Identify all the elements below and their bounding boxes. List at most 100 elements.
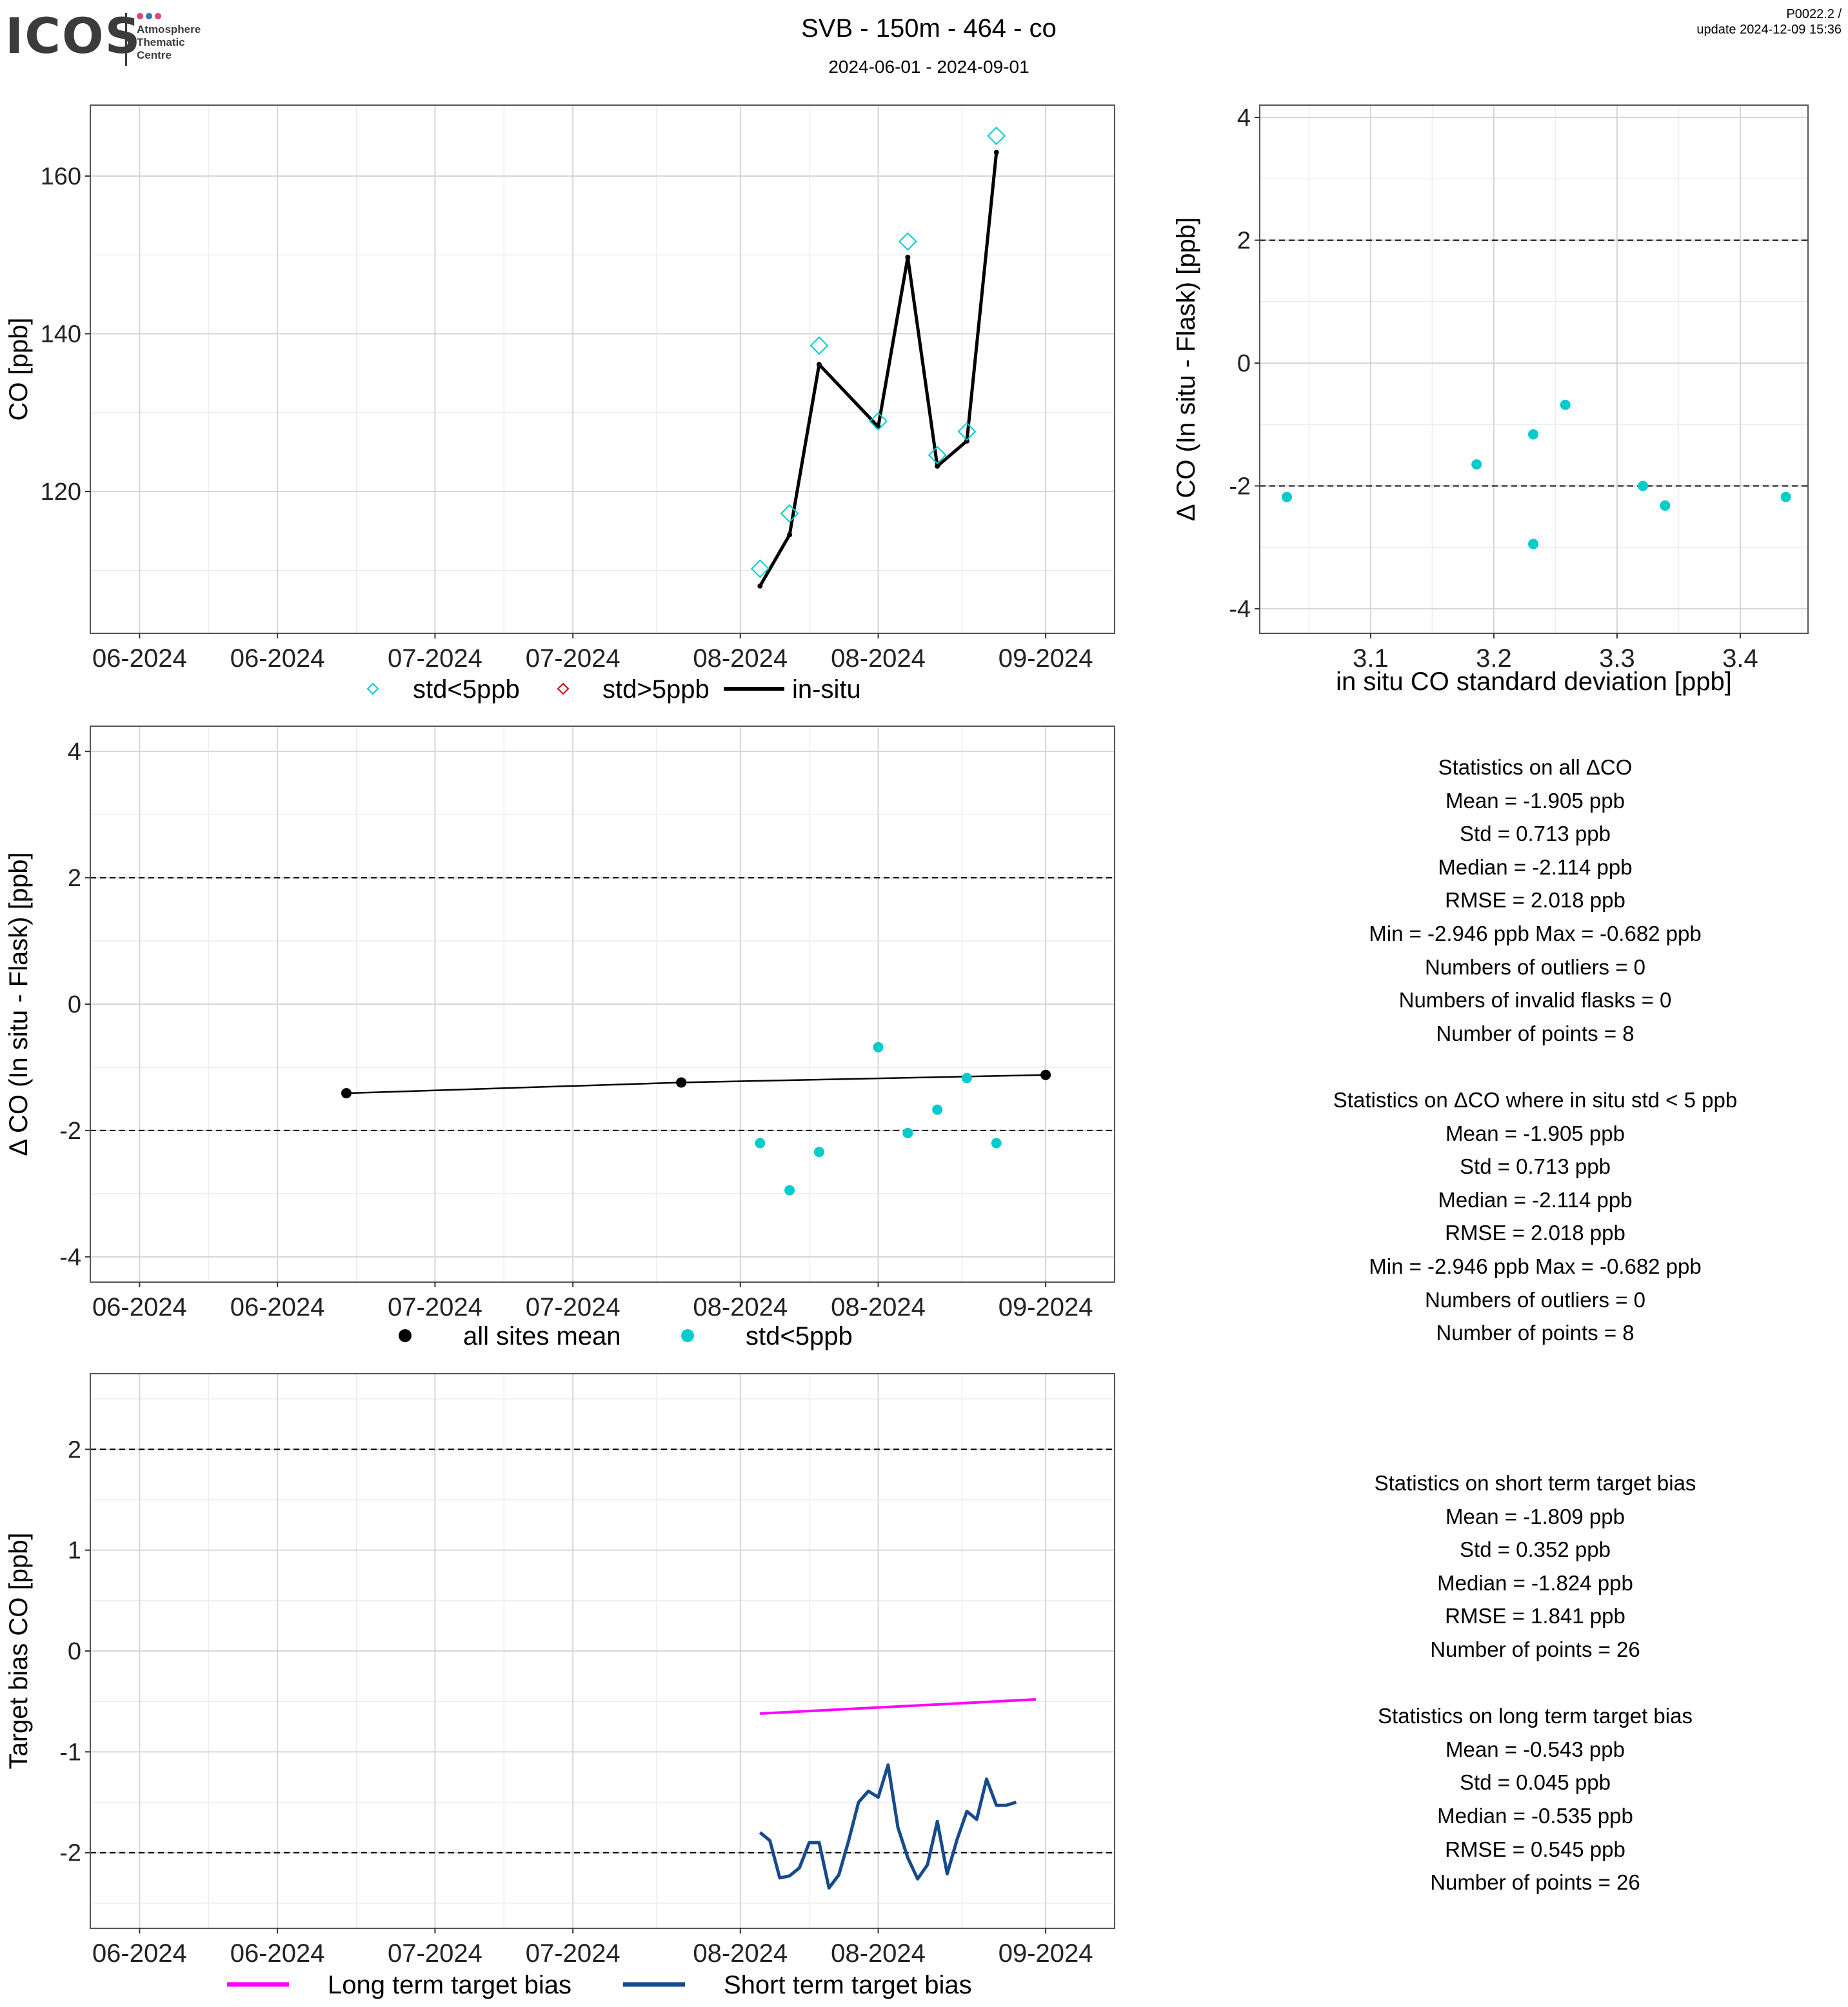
insitu-point xyxy=(757,583,763,589)
logo-divider xyxy=(125,13,127,66)
logo-subtitle: Atmosphere Thematic Centre xyxy=(137,23,201,62)
legend-label: all sites mean xyxy=(463,1322,621,1350)
stats-line: Mean = -1.905 ppb xyxy=(1446,788,1625,813)
y-axis-title: CO [ppb] xyxy=(5,317,33,420)
scatter-point xyxy=(1528,429,1539,440)
stats-line: Numbers of outliers = 0 xyxy=(1424,954,1646,979)
delta-statistics: Statistics on all ΔCO Mean = -1.905 ppb St… xyxy=(1213,751,1848,1350)
stats-line: Std = 0.713 ppb xyxy=(1460,822,1611,846)
flask-diamond xyxy=(780,504,799,523)
stats-line xyxy=(1213,1050,1848,1083)
flask-diamond xyxy=(928,446,947,465)
delta-point xyxy=(991,1138,1002,1149)
delta-timeseries-chart: -4 -2 0 2 4 06-2024 06-2024 07-2024 07-2024 08-20… xyxy=(5,726,1115,1350)
stats-line: Number of points = 26 xyxy=(1430,1870,1640,1895)
y-tick-label: 2 xyxy=(68,865,81,892)
target-bias-chart: -2 -1 0 1 2 06-2024 06-2024 07-2024 07-2024 08-20… xyxy=(5,1373,1115,1999)
delta-point xyxy=(873,1042,884,1053)
scatter-point xyxy=(1660,500,1671,511)
x-tick-label: 08-2024 xyxy=(693,1293,788,1321)
delta-point xyxy=(932,1104,943,1115)
y-axis-title: Δ CO (In situ - Flask) [ppb] xyxy=(5,852,33,1156)
insitu-line xyxy=(759,152,999,587)
logo-dot xyxy=(146,13,152,19)
logo-subtitle-line: Thematic xyxy=(137,36,185,48)
stats-line xyxy=(1213,1666,1848,1700)
y-tick-label: -4 xyxy=(59,1244,81,1271)
x-tick-label: 09-2024 xyxy=(999,1293,1093,1321)
scatter-point xyxy=(1528,539,1539,549)
logo-dot xyxy=(137,13,143,19)
y-axis-title: Δ CO (In situ - Flask) [ppb] xyxy=(1172,217,1200,521)
insitu-point xyxy=(905,254,911,260)
page-title: SVB - 150m - 464 - co xyxy=(801,14,1057,43)
flask-diamond xyxy=(869,411,888,431)
insitu-point xyxy=(964,438,969,444)
stats-heading: Statistics on ΔCO where in situ std < 5 … xyxy=(1333,1087,1738,1112)
logo-subtitle-line: Centre xyxy=(137,49,172,61)
stats-heading: Statistics on short term target bias xyxy=(1374,1471,1696,1495)
stats-line: Number of points = 8 xyxy=(1436,1021,1634,1045)
page-subtitle: 2024-06-01 - 2024-09-01 xyxy=(828,57,1029,77)
logo-dots xyxy=(137,13,163,21)
logo-wordmark: ICOS xyxy=(5,7,142,64)
x-tick-label: 3.2 xyxy=(1476,644,1512,673)
legend-label: in-situ xyxy=(792,675,861,704)
delta-point xyxy=(755,1138,766,1149)
y-tick-label: 2 xyxy=(1237,228,1251,255)
stats-line: Min = -2.946 ppb Max = -0.682 ppb xyxy=(1369,1254,1702,1278)
y-tick-label: -1 xyxy=(59,1739,81,1766)
stats-line: Numbers of outliers = 0 xyxy=(1424,1287,1646,1312)
x-tick-label: 08-2024 xyxy=(693,644,788,673)
x-tick-label: 09-2024 xyxy=(999,1939,1093,1968)
stats-line: RMSE = 1.841 ppb xyxy=(1445,1604,1625,1628)
sites-mean-point xyxy=(1040,1069,1051,1080)
legend-label: Long term target bias xyxy=(328,1971,571,1999)
stats-line: Median = -2.114 ppb xyxy=(1438,1187,1633,1212)
x-tick-label: 07-2024 xyxy=(526,644,621,673)
stats-line: Median = -1.824 ppb xyxy=(1437,1570,1633,1595)
legend-key-std-lt5 xyxy=(366,682,379,695)
insitu-point xyxy=(787,532,793,538)
stats-line: Number of points = 26 xyxy=(1430,1637,1640,1661)
sites-mean-point xyxy=(676,1077,687,1088)
stats-line: Std = 0.352 ppb xyxy=(1460,1537,1611,1562)
x-tick-label: 08-2024 xyxy=(831,1293,926,1321)
legend-label: std>5ppb xyxy=(602,675,710,704)
long-term-bias-line xyxy=(760,1698,1036,1715)
flask-diamond xyxy=(987,126,1006,146)
x-tick-label: 08-2024 xyxy=(693,1939,788,1968)
y-tick-label: -4 xyxy=(1229,596,1251,623)
y-tick-label: 4 xyxy=(1237,104,1251,132)
y-tick-label: 120 xyxy=(41,479,81,506)
insitu-point xyxy=(935,463,940,469)
flask-diamond xyxy=(810,336,829,355)
scatter-point xyxy=(1780,491,1791,502)
x-tick-label: 3.3 xyxy=(1599,644,1635,673)
stats-line: Median = -2.114 ppb xyxy=(1438,855,1633,879)
x-tick-label: 07-2024 xyxy=(526,1939,621,1968)
y-tick-label: -2 xyxy=(1229,473,1251,500)
x-tick-label: 3.1 xyxy=(1353,644,1389,673)
plot-border xyxy=(90,104,1115,634)
y-tick-label: 4 xyxy=(68,738,81,766)
stats-line: Mean = -1.809 ppb xyxy=(1446,1504,1625,1528)
legend-label: Short term target bias xyxy=(724,1971,972,1999)
stats-line: Mean = -1.905 ppb xyxy=(1446,1121,1625,1145)
insitu-point xyxy=(816,362,822,368)
x-tick-label: 09-2024 xyxy=(999,644,1093,673)
stats-heading: Statistics on all ΔCO xyxy=(1438,755,1633,779)
x-tick-label: 07-2024 xyxy=(388,644,482,673)
version-info: P0022.2 / update 2024-12-09 15:36 xyxy=(1696,6,1842,37)
scatter-point xyxy=(1471,459,1482,470)
x-tick-label: 06-2024 xyxy=(92,644,187,673)
y-tick-label: 160 xyxy=(41,163,81,190)
x-tick-label: 06-2024 xyxy=(230,1293,325,1321)
x-tick-label: 07-2024 xyxy=(388,1939,482,1968)
y-tick-label: 0 xyxy=(68,991,81,1018)
stats-line: Min = -2.946 ppb Max = -0.682 ppb xyxy=(1369,921,1702,945)
x-tick-label: 3.4 xyxy=(1722,644,1758,673)
legend-key-std-lt5 xyxy=(681,1329,694,1342)
co-timeseries-chart: 120 140 160 06-2024 06-2024 07-2024 07-2024 08-… xyxy=(5,104,1115,704)
stats-line: Median = -0.535 ppb xyxy=(1437,1803,1633,1828)
